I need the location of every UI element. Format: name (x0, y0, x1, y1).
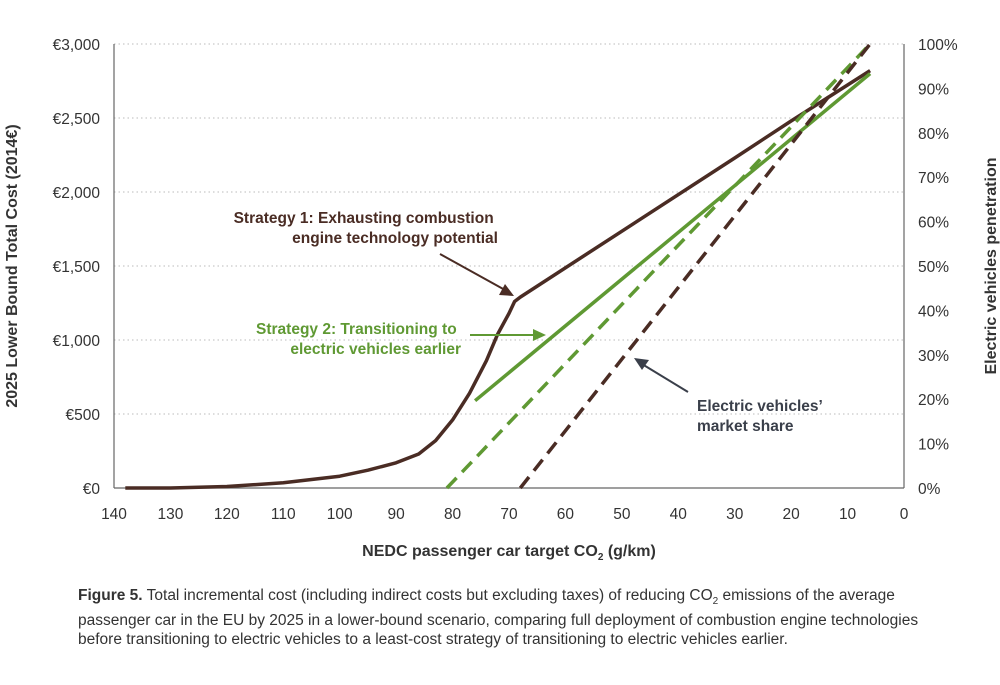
y-left-tick-labels: €0 €500 €1,000 €1,500 €2,000 €2,500 €3,000 (53, 37, 101, 498)
x-tick-label: 40 (670, 506, 688, 523)
y-right-tick-label: 40% (918, 303, 949, 320)
x-tick-labels: 140 130 120 110 100 90 80 70 60 50 40 30 20 10 0 (101, 506, 909, 523)
caption-sub: 2 (712, 596, 719, 608)
x-tick-label: 120 (214, 506, 240, 523)
y-right-tick-label: 50% (918, 259, 949, 276)
x-tick-label: 100 (327, 506, 353, 523)
y-left-tick-label: €1,000 (53, 333, 101, 350)
figure-caption: Figure 5. Total incremental cost (includ… (78, 586, 958, 649)
x-tick-label: 0 (900, 506, 909, 523)
strategy2-label-line1: Strategy 2: Transitioning to (256, 321, 457, 338)
ev-share-label: Electric vehicles’ market share (697, 398, 826, 435)
x-tick-label: 60 (557, 506, 575, 523)
ev-share-label-line1: Electric vehicles’ (697, 398, 822, 415)
strategy2-arrowhead (533, 329, 546, 341)
series-line-3 (445, 42, 872, 490)
y-left-tick-label: €2,500 (53, 111, 101, 128)
y-right-tick-label: 30% (918, 348, 949, 365)
y-right-tick-labels: 0% 10% 20% 30% 40% 50% 60% 70% 80% 90% 100% (918, 37, 958, 498)
y-left-tick-label: €2,000 (53, 185, 101, 202)
y-left-tick-label: €3,000 (53, 37, 101, 54)
y-left-tick-label: €0 (83, 481, 101, 498)
series-line-4 (518, 42, 872, 490)
y-left-axis-title: 2025 Lower Bound Total Cost (2014€) (4, 124, 21, 407)
x-axis-title-tail: (g/km) (603, 543, 655, 560)
y-right-tick-label: 0% (918, 481, 941, 498)
y-left-tick-label: €1,500 (53, 259, 101, 276)
strategy1-label-line1: Strategy 1: Exhausting combustion (234, 210, 494, 227)
x-tick-label: 10 (839, 506, 857, 523)
y-right-tick-label: 80% (918, 126, 949, 143)
strategy2-label: Strategy 2: Transitioning to electric ve… (256, 321, 461, 358)
x-tick-label: 90 (388, 506, 406, 523)
strategy1-arrow (439, 253, 506, 291)
x-tick-label: 30 (726, 506, 744, 523)
caption-text-1: Total incremental cost (including indire… (142, 587, 713, 604)
ev-share-label-line2: market share (697, 418, 794, 435)
series-line-2 (473, 72, 872, 403)
x-tick-label: 50 (613, 506, 631, 523)
x-tick-label: 20 (783, 506, 801, 523)
annotation-arrows (439, 253, 689, 393)
x-tick-label: 140 (101, 506, 127, 523)
caption-label: Figure 5. (78, 587, 143, 604)
y-left-tick-label: €500 (66, 407, 101, 424)
y-right-tick-label: 90% (918, 81, 949, 98)
y-right-tick-label: 10% (918, 437, 949, 454)
caption-text-2: emissions of the average passenger car i… (78, 587, 919, 649)
y-right-tick-label: 100% (918, 37, 958, 54)
x-tick-label: 80 (444, 506, 462, 523)
gridlines (114, 43, 904, 415)
strategy1-label: Strategy 1: Exhausting combustion engine… (234, 210, 498, 247)
y-right-tick-label: 60% (918, 215, 949, 232)
strategy2-label-line2: electric vehicles earlier (290, 341, 461, 358)
y-right-tick-label: 20% (918, 392, 949, 409)
x-axis-title-sub: 2 (598, 552, 604, 563)
x-tick-label: 70 (500, 506, 518, 523)
chart: €0 €500 €1,000 €1,500 €2,000 €2,500 €3,000 0% 1… (4, 37, 1000, 563)
ev-share-arrowhead (634, 358, 649, 370)
x-axis-title-main: NEDC passenger car target CO (362, 543, 598, 560)
axes (113, 44, 905, 489)
strategy1-label-line2: engine technology potential (292, 230, 498, 247)
x-tick-label: 110 (271, 506, 296, 523)
y-right-axis-title: Electric vehicles penetration (983, 158, 1000, 375)
x-tick-label: 130 (157, 506, 183, 523)
series-line-1 (125, 69, 872, 490)
ev-share-arrow (641, 363, 689, 393)
y-right-tick-label: 70% (918, 170, 949, 187)
series-group (125, 42, 872, 490)
x-axis-title: NEDC passenger car target CO2 (g/km) (362, 543, 656, 563)
strategy1-arrowhead (499, 284, 514, 296)
